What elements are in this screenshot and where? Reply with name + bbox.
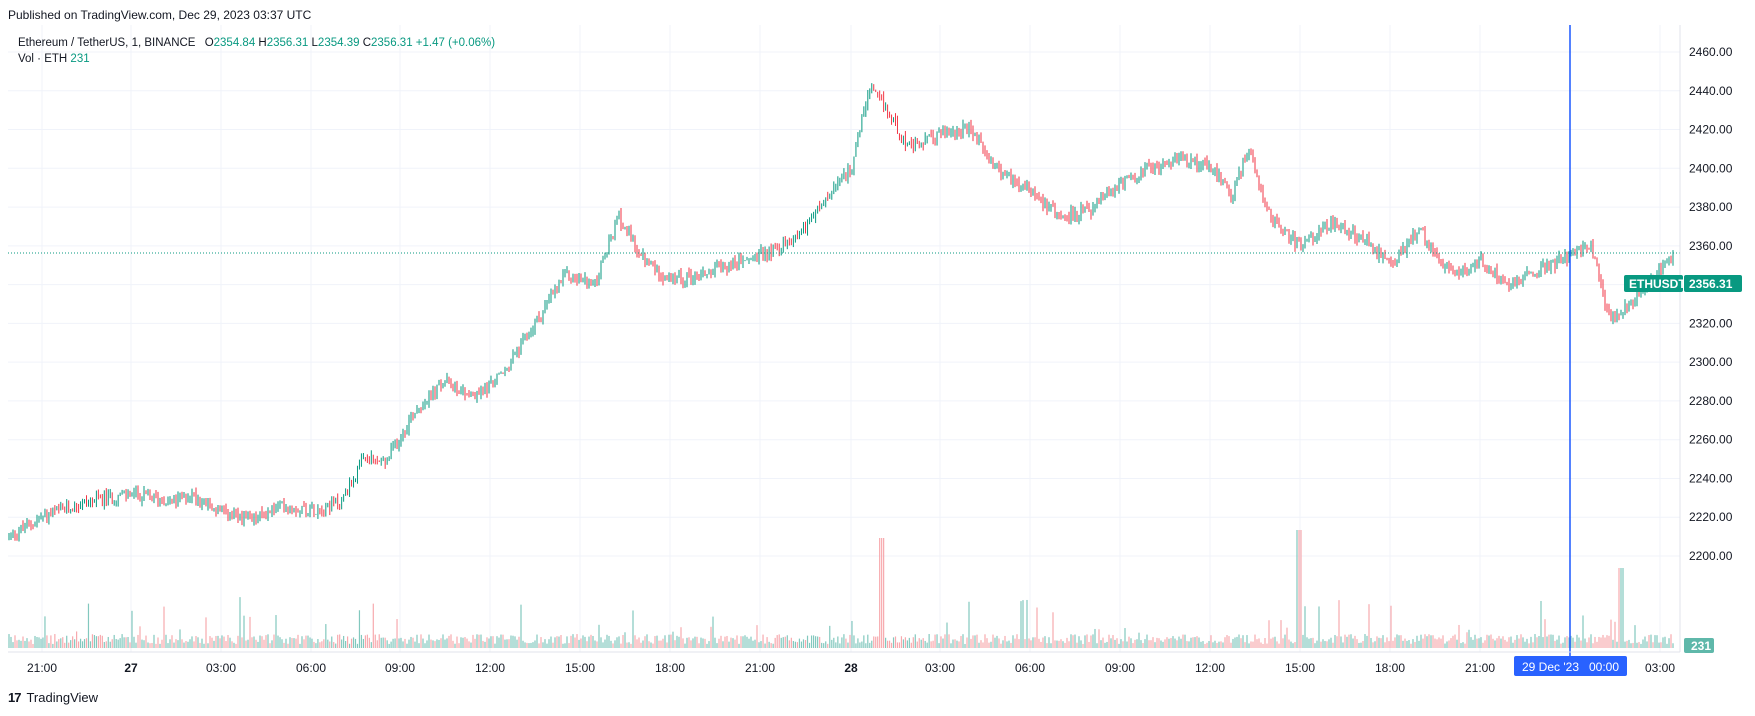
x-tick-label: 12:00 bbox=[475, 661, 505, 675]
x-tick-label: 03:00 bbox=[925, 661, 955, 675]
tradingview-footer[interactable]: 17 TradingView bbox=[8, 690, 98, 705]
x-tick-label: 03:00 bbox=[1645, 661, 1675, 675]
legend-low-label: L bbox=[311, 37, 318, 49]
legend-ohlc-row: Ethereum / TetherUS, 1, BINANCE O2354.84… bbox=[18, 35, 495, 51]
candles bbox=[8, 83, 1674, 542]
price-axis: 2460.00 2440.00 2420.00 2400.00 2380.00 2360.… bbox=[1689, 45, 1733, 563]
legend-volume-row: Vol · ETH 231 bbox=[18, 51, 495, 67]
y-tick-label: 2240.00 bbox=[1689, 471, 1733, 485]
published-header: Published on TradingView.com, Dec 29, 20… bbox=[8, 8, 312, 22]
legend-change: +1.47 (+0.06%) bbox=[415, 37, 496, 49]
chart-legend: Ethereum / TetherUS, 1, BINANCE O2354.84… bbox=[18, 35, 495, 67]
y-tick-label: 2200.00 bbox=[1689, 549, 1733, 563]
ethusdt-price-tag: ETHUSDT 2356.31 bbox=[1624, 275, 1742, 292]
x-tick-label: 03:00 bbox=[206, 661, 236, 675]
legend-volume-value: 231 bbox=[70, 53, 90, 65]
y-tick-label: 2380.00 bbox=[1689, 200, 1733, 214]
y-tick-label: 2440.00 bbox=[1689, 84, 1733, 98]
x-tick-label: 12:00 bbox=[1195, 661, 1225, 675]
legend-open: 2354.84 bbox=[213, 37, 256, 49]
y-tick-label: 2400.00 bbox=[1689, 161, 1733, 175]
x-tick-label: 18:00 bbox=[1375, 661, 1405, 675]
legend-symbol: Ethereum / TetherUS, 1, BINANCE bbox=[18, 37, 196, 49]
x-tick-label: 18:00 bbox=[655, 661, 685, 675]
volume-tag-value: 231 bbox=[1691, 639, 1711, 653]
y-tick-label: 2420.00 bbox=[1689, 123, 1733, 137]
crosshair-date: 29 Dec '23 bbox=[1522, 660, 1579, 674]
y-tick-label: 2280.00 bbox=[1689, 394, 1733, 408]
x-tick-label: 09:00 bbox=[1105, 661, 1135, 675]
y-tick-label: 2460.00 bbox=[1689, 45, 1733, 59]
legend-volume-label: Vol · ETH bbox=[18, 53, 68, 65]
x-tick-label: 21:00 bbox=[745, 661, 775, 675]
legend-low: 2354.39 bbox=[317, 37, 360, 49]
x-tick-label: 28 bbox=[844, 661, 858, 675]
x-tick-label: 06:00 bbox=[296, 661, 326, 675]
legend-close-label: C bbox=[362, 37, 372, 49]
x-tick-label: 15:00 bbox=[565, 661, 595, 675]
x-tick-label: 21:00 bbox=[27, 661, 57, 675]
x-tick-label: 09:00 bbox=[385, 661, 415, 675]
volume-bars bbox=[8, 530, 1674, 648]
price-tag-value: 2356.31 bbox=[1689, 277, 1733, 291]
chart-grid bbox=[8, 25, 1680, 652]
tradingview-logo-icon: 17 bbox=[8, 690, 22, 705]
x-tick-label: 21:00 bbox=[1465, 661, 1495, 675]
price-tag-symbol: ETHUSDT bbox=[1629, 277, 1686, 291]
crosshair-time: 00:00 bbox=[1589, 660, 1619, 674]
y-tick-label: 2260.00 bbox=[1689, 433, 1733, 447]
legend-close: 2356.31 bbox=[371, 37, 413, 49]
volume-tag: 231 bbox=[1684, 638, 1714, 653]
y-tick-label: 2360.00 bbox=[1689, 239, 1733, 253]
tradingview-brand: TradingView bbox=[26, 690, 99, 705]
legend-open-label: O bbox=[204, 37, 214, 49]
x-tick-label: 06:00 bbox=[1015, 661, 1045, 675]
y-tick-label: 2300.00 bbox=[1689, 355, 1733, 369]
x-tick-label: 15:00 bbox=[1285, 661, 1315, 675]
y-tick-label: 2220.00 bbox=[1689, 510, 1733, 524]
crosshair-time-label: 29 Dec '23 00:00 bbox=[1514, 656, 1627, 676]
time-axis: 21:00 27 03:00 06:00 09:00 12:00 15:00 18:00 21:… bbox=[27, 661, 1675, 675]
x-tick-label: 27 bbox=[124, 661, 138, 675]
legend-high-label: H bbox=[258, 37, 267, 49]
y-tick-label: 2320.00 bbox=[1689, 316, 1733, 330]
legend-high: 2356.31 bbox=[266, 37, 309, 49]
